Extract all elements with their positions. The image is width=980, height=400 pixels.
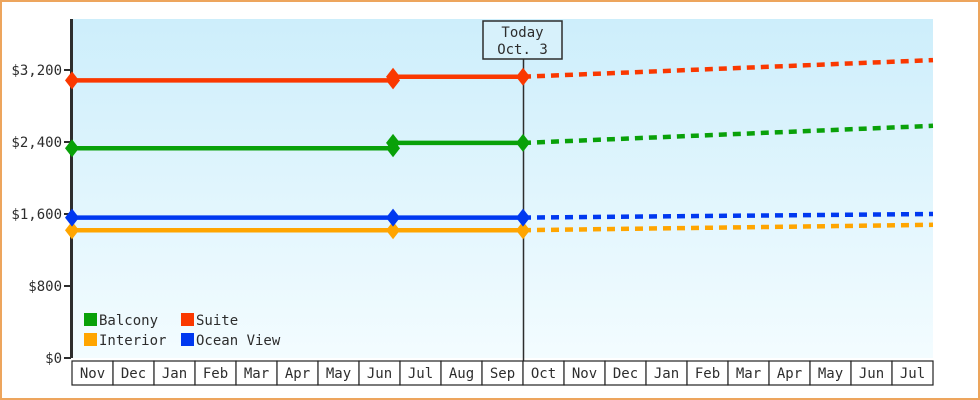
price-series — [65, 57, 934, 240]
month-cell — [276, 360, 319, 386]
month-label: Dec — [613, 366, 638, 382]
y-tick-label: $800 — [28, 279, 62, 295]
month-label: May — [818, 366, 843, 382]
series-marker-diamond — [386, 133, 401, 152]
series-line-forecast — [522, 211, 934, 220]
x-axis-month-row: Nov Dec Jan Feb Mar Apr May Jun Jul Aug Sep Oct Nov D… — [71, 360, 934, 386]
month-label: Mar — [244, 366, 269, 382]
series-line-forecast — [522, 123, 934, 146]
series-marker-diamond — [386, 208, 401, 227]
month-label: Feb — [203, 366, 228, 382]
month-label: Apr — [777, 366, 802, 382]
legend-item-balcony: Balcony — [84, 313, 158, 329]
today-annotation-box: Today Oct. 3 — [482, 20, 563, 60]
series-line-forecast — [522, 57, 934, 79]
month-label: Apr — [285, 366, 310, 382]
month-label: Jan — [654, 366, 679, 382]
legend-item-ocean-view: Ocean View — [181, 333, 281, 349]
legend-label-interior: Interior — [99, 333, 166, 349]
series-line-forecast — [522, 222, 934, 233]
y-axis: $0 $800 $1,600 $2,400 $3,200 — [11, 19, 73, 367]
month-cell — [317, 360, 360, 386]
month-label: Sep — [490, 366, 515, 382]
y-tick-label: $3,200 — [11, 63, 62, 79]
month-cell — [850, 360, 893, 386]
series-marker-diamond — [516, 208, 530, 227]
legend-swatch-suite — [181, 313, 194, 326]
legend-label-balcony: Balcony — [99, 313, 158, 329]
month-label: Jul — [900, 366, 925, 382]
month-cell — [481, 360, 524, 386]
series-marker-diamond — [65, 221, 79, 240]
series-marker-diamond — [65, 208, 79, 227]
month-label: Nov — [572, 366, 597, 382]
series-marker-diamond — [516, 133, 530, 152]
series-marker-diamond — [65, 139, 79, 158]
month-cell — [768, 360, 811, 386]
month-cell — [686, 360, 729, 386]
month-label: Dec — [121, 366, 146, 382]
today-label-line2: Oct. 3 — [497, 42, 548, 58]
month-cell — [563, 360, 606, 386]
series-marker-diamond — [386, 67, 401, 86]
month-label: Jul — [408, 366, 433, 382]
month-label: Aug — [449, 366, 474, 382]
y-tick-label: $1,600 — [11, 207, 62, 223]
series-marker-diamond — [516, 67, 530, 86]
legend-item-interior: Interior — [84, 333, 166, 349]
today-box-rect — [482, 20, 563, 60]
month-label: Nov — [80, 366, 105, 382]
month-cell — [235, 360, 278, 386]
legend-swatch-ocean-view — [181, 333, 194, 346]
series-marker-diamond — [516, 221, 530, 240]
month-cell — [809, 360, 852, 386]
month-label: May — [326, 366, 351, 382]
plot-background — [73, 19, 933, 358]
month-cell — [194, 360, 237, 386]
month-label: Jun — [859, 366, 884, 382]
month-label: Feb — [695, 366, 720, 382]
month-cell — [891, 360, 934, 386]
legend-swatch-balcony — [84, 313, 97, 326]
month-label: Jun — [367, 366, 392, 382]
month-label: Jan — [162, 366, 187, 382]
y-tick-label: $2,400 — [11, 135, 62, 151]
legend-label-ocean-view: Ocean View — [196, 333, 281, 349]
legend: Balcony Suite Interior Ocean View — [84, 313, 281, 349]
month-cell — [440, 360, 483, 386]
series-marker-diamond — [65, 71, 79, 90]
today-label-line1: Today — [501, 25, 543, 41]
month-cell — [358, 360, 401, 386]
series-marker-diamond — [386, 221, 401, 240]
legend-swatch-interior — [84, 333, 97, 346]
month-cell — [399, 360, 442, 386]
legend-label-suite: Suite — [196, 313, 238, 329]
month-label: Mar — [736, 366, 761, 382]
month-label: Oct — [531, 366, 556, 382]
plot-area — [73, 19, 933, 358]
month-cell — [71, 360, 114, 386]
y-tick-label: $0 — [45, 351, 62, 367]
legend-item-suite: Suite — [181, 313, 238, 329]
